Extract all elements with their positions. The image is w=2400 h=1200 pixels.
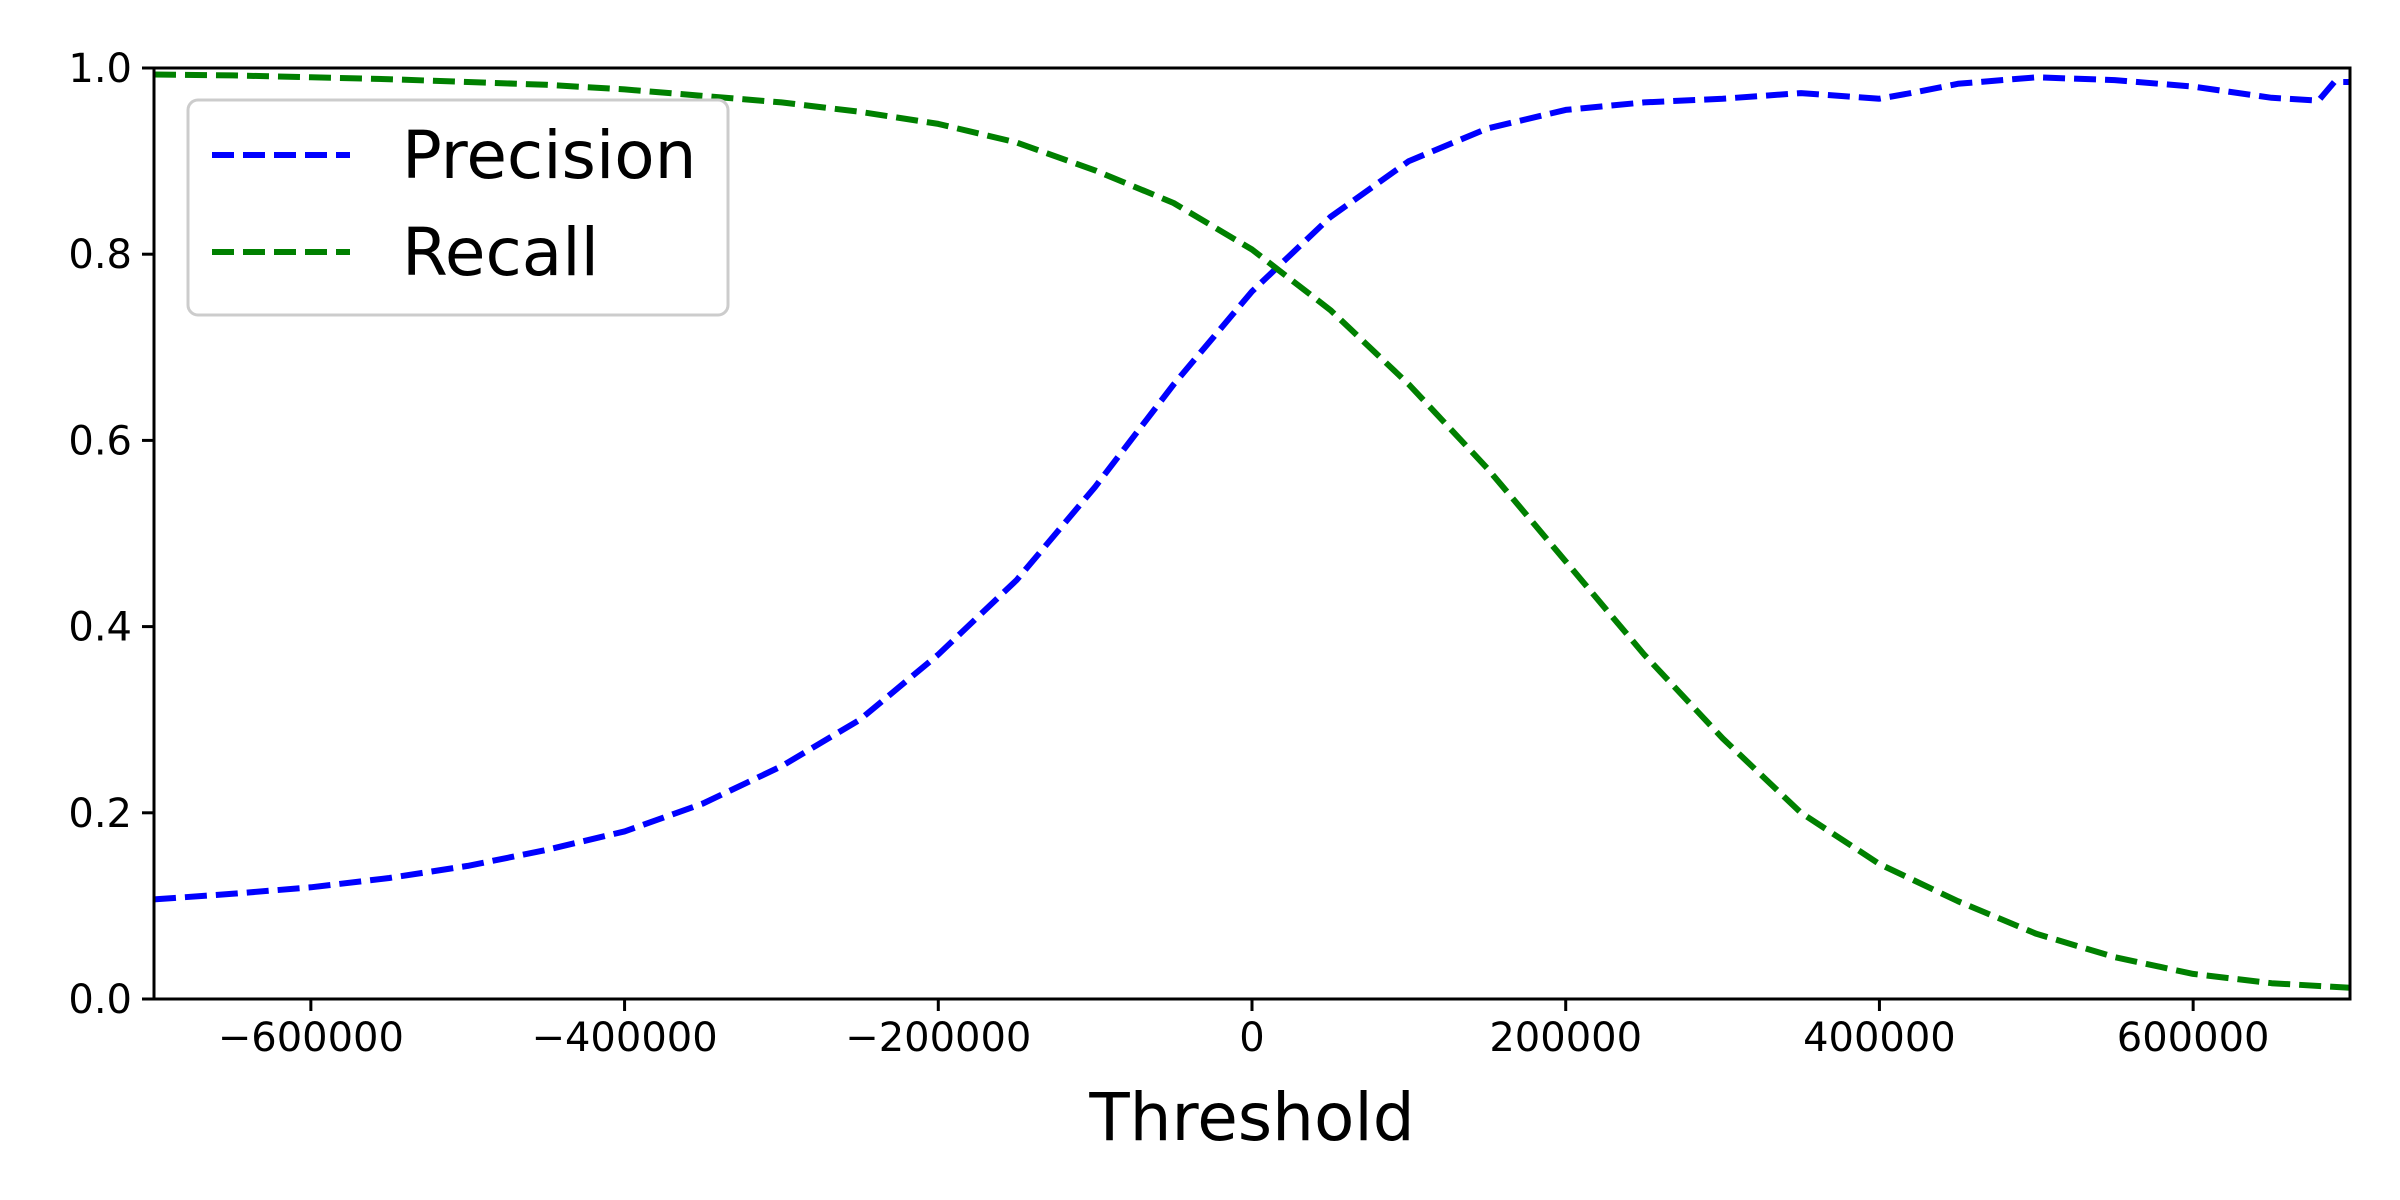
y-tick-label: 1.0 xyxy=(68,46,132,92)
series-layer xyxy=(153,71,2351,991)
x-tick-label: 600000 xyxy=(2117,1015,2270,1061)
x-axis-label: Threshold xyxy=(1088,1079,1414,1156)
x-axis-ticks: −600000 −400000 −200000 0 200000 400000 600000 xyxy=(218,999,2270,1061)
y-axis-ticks: 0.0 0.2 0.4 0.6 0.8 1.0 xyxy=(68,46,154,1023)
y-tick-label: 0.0 xyxy=(68,977,132,1023)
x-tick-label: 400000 xyxy=(1803,1015,1956,1061)
y-tick-label: 0.6 xyxy=(68,418,132,464)
series-line-recall xyxy=(153,71,2351,991)
x-tick-label: −200000 xyxy=(845,1015,1031,1061)
y-tick-label: 0.2 xyxy=(68,791,132,837)
y-tick-label: 0.8 xyxy=(68,232,132,278)
legend: Precision Recall xyxy=(186,98,730,317)
series-line-precision xyxy=(153,74,2350,903)
x-tick-label: −600000 xyxy=(218,1015,404,1061)
x-tick-label: 0 xyxy=(1239,1015,1264,1061)
x-tick-label: 200000 xyxy=(1489,1015,1642,1061)
x-tick-label: −400000 xyxy=(531,1015,717,1061)
y-tick-label: 0.4 xyxy=(68,605,132,651)
legend-label-precision: Precision xyxy=(402,117,697,194)
legend-label-recall: Recall xyxy=(402,214,599,291)
